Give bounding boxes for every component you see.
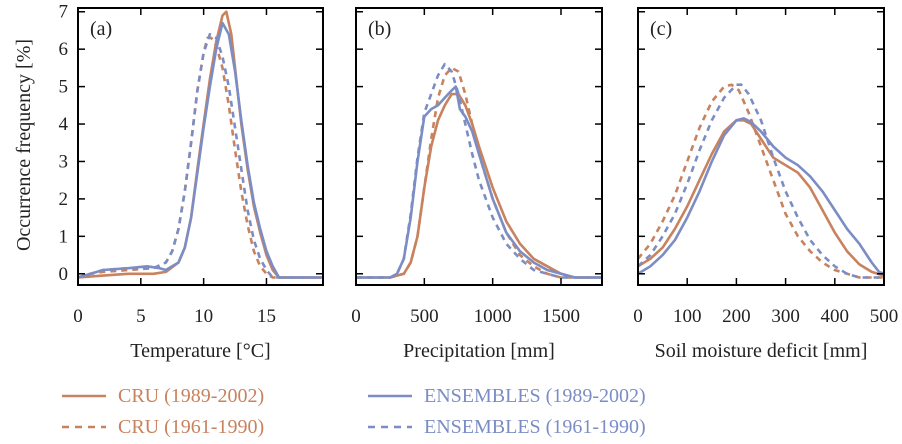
legend-item: CRU (1961-1990) bbox=[62, 416, 264, 438]
panel-1: 0 5 10 15 0 1 2 3 4 5 6 7 (a) Temperature [°C] bbox=[59, 2, 324, 362]
y-tick-label: 2 bbox=[59, 189, 69, 210]
series-line-2 bbox=[356, 66, 602, 279]
panel-label: (a) bbox=[90, 18, 112, 40]
series-line-3 bbox=[638, 117, 884, 276]
series-group bbox=[638, 83, 884, 279]
x-tick-label: 1000 bbox=[474, 306, 512, 327]
y-tick-label: 5 bbox=[59, 77, 69, 98]
plot-frame bbox=[77, 7, 324, 286]
series-group bbox=[356, 62, 602, 279]
y-tick-label: 7 bbox=[59, 2, 69, 23]
panel-label: (b) bbox=[368, 18, 391, 40]
x-tick-label: 0 bbox=[73, 306, 83, 327]
series-line-4 bbox=[356, 62, 602, 279]
series-line-3 bbox=[78, 21, 323, 279]
legend-item: ENSEMBLES (1989-2002) bbox=[368, 385, 646, 407]
x-tick-label: 5 bbox=[136, 306, 146, 327]
y-tick-label: 6 bbox=[59, 39, 69, 60]
series-line-4 bbox=[78, 32, 323, 279]
panels: 0 5 10 15 0 1 2 3 4 5 6 7 (a) Temperature [°C] 0 500 100… bbox=[59, 2, 899, 362]
legend-label: CRU (1961-1990) bbox=[118, 416, 264, 438]
x-tick-label: 500 bbox=[410, 306, 439, 327]
x-axis-label: Soil moisture deficit [mm] bbox=[655, 340, 868, 362]
series-line-4 bbox=[638, 83, 884, 279]
x-tick-label: 15 bbox=[257, 306, 276, 327]
series-group bbox=[78, 10, 323, 279]
legend: CRU (1989-2002) CRU (1961-1990) ENSEMBLES … bbox=[62, 385, 646, 438]
x-tick-label: 400 bbox=[821, 306, 850, 327]
legend-item: CRU (1989-2002) bbox=[62, 385, 264, 407]
x-tick-label: 100 bbox=[673, 306, 702, 327]
x-tick-label: 1500 bbox=[542, 306, 580, 327]
panel-3: 0 100 200 300 400 500 (c) Soil moisture deficit… bbox=[633, 7, 899, 362]
y-tick-label: 1 bbox=[59, 226, 69, 247]
x-tick-label: 200 bbox=[722, 306, 751, 327]
x-tick-label: 0 bbox=[351, 306, 361, 327]
x-tick-label: 500 bbox=[870, 306, 899, 327]
x-axis-label: Precipitation [mm] bbox=[403, 340, 555, 362]
panel-label: (c) bbox=[650, 18, 672, 40]
plot-frame bbox=[355, 7, 603, 286]
series-line-1 bbox=[356, 92, 602, 279]
legend-label: ENSEMBLES (1961-1990) bbox=[424, 416, 646, 438]
x-tick-label: 10 bbox=[194, 306, 213, 327]
y-tick-label: 4 bbox=[59, 114, 69, 135]
series-line-2 bbox=[638, 83, 884, 279]
x-axis-label: Temperature [°C] bbox=[130, 340, 270, 362]
series-line-1 bbox=[78, 10, 323, 279]
legend-item: ENSEMBLES (1961-1990) bbox=[368, 416, 646, 438]
y-axis-label: Occurrence frequency [%] bbox=[13, 39, 35, 251]
y-tick-label: 0 bbox=[59, 264, 69, 285]
x-tick-label: 300 bbox=[771, 306, 800, 327]
panel-2: 0 500 1000 1500 (b) Precipitation [mm] bbox=[351, 7, 603, 362]
series-line-3 bbox=[356, 85, 602, 279]
legend-label: CRU (1989-2002) bbox=[118, 385, 264, 407]
y-tick-label: 3 bbox=[59, 151, 69, 172]
legend-label: ENSEMBLES (1989-2002) bbox=[424, 385, 646, 407]
plot-frame bbox=[637, 7, 885, 286]
x-tick-label: 0 bbox=[633, 306, 643, 327]
